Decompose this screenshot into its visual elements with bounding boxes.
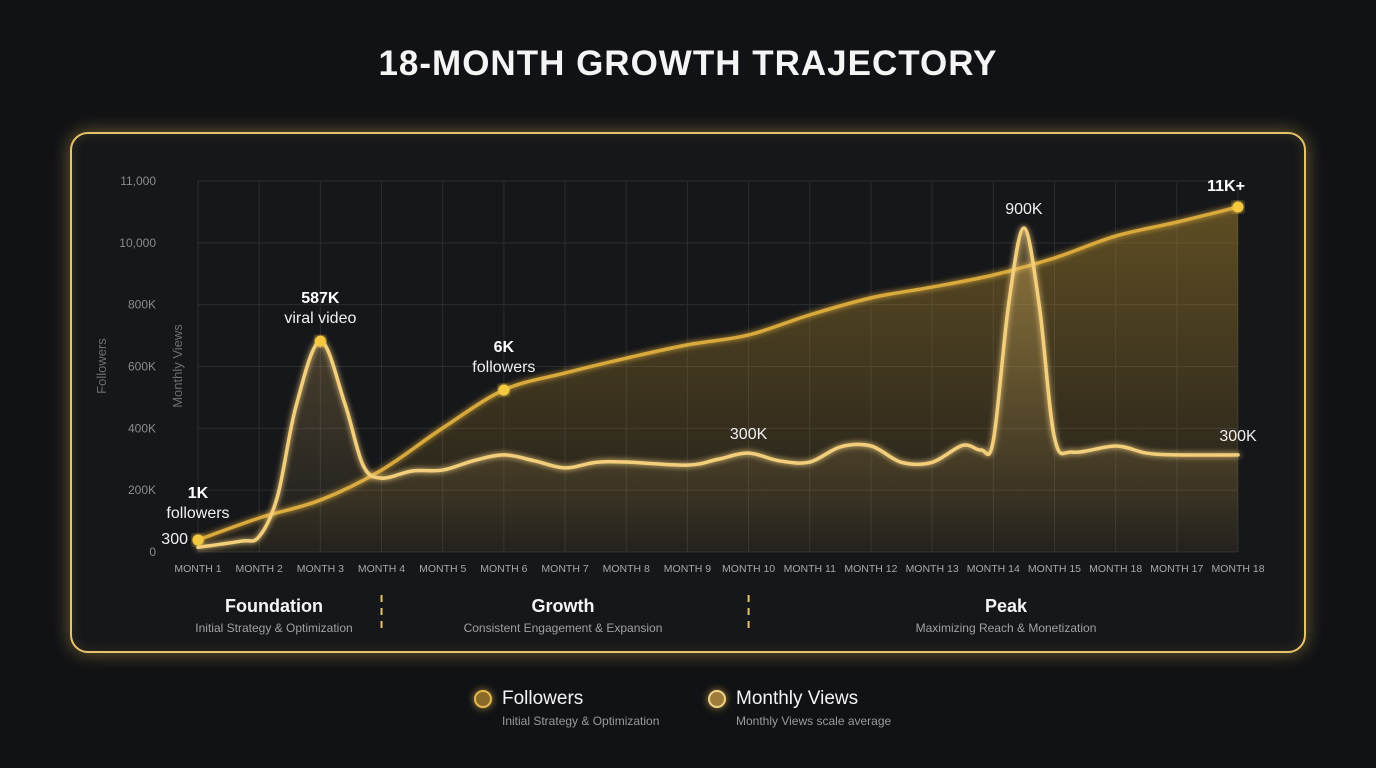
y-tick-label: 400K [128, 421, 156, 435]
annotation-label: 1K [188, 485, 209, 502]
y-axis-label-followers: Followers [94, 338, 109, 394]
x-tick-label: MONTH 4 [358, 563, 405, 575]
legend-name: Monthly Views [736, 688, 859, 709]
annotation-label: 300K [730, 426, 768, 443]
series [196, 205, 1240, 552]
x-tick-label: MONTH 18 [1089, 563, 1142, 575]
y-axis: 0 200K 400K 600K 800K 10,000 11,000 [119, 174, 156, 559]
legend-desc: Monthly Views scale average [736, 714, 892, 728]
x-tick-label: MONTH 18 [1211, 563, 1264, 575]
annotations: 1K followers 300 587K viral video 6K followers… [161, 178, 1257, 548]
annotation-label: 300 [161, 531, 188, 548]
phase-dividers [380, 181, 750, 630]
phase-name: Growth [531, 596, 595, 616]
phase-desc: Maximizing Reach & Monetization [915, 621, 1097, 635]
data-point-marker [314, 335, 326, 347]
data-point-marker [192, 534, 204, 546]
annotation-label: 587K [301, 290, 340, 307]
annotation-label: viral video [284, 310, 356, 327]
annotation-label: 6K [494, 339, 515, 356]
x-tick-label: MONTH 10 [722, 563, 775, 575]
annotation-label: 900K [1005, 201, 1043, 218]
x-tick-label: MONTH 12 [844, 563, 897, 575]
x-tick-label: MONTH 7 [541, 563, 588, 575]
phase-growth: Growth Consistent Engagement & Expansion [413, 596, 713, 635]
annotation-label: 11K+ [1207, 178, 1245, 195]
phase-desc: Initial Strategy & Optimization [195, 621, 353, 635]
y-tick-label: 600K [128, 360, 156, 374]
legend-desc: Initial Strategy & Optimization [502, 714, 660, 728]
x-tick-label: MONTH 14 [967, 563, 1020, 575]
x-tick-label: MONTH 8 [603, 563, 650, 575]
x-tick-label: MONTH 5 [419, 563, 466, 575]
followers-marker-icon [474, 690, 492, 708]
y-tick-label: 11,000 [120, 174, 156, 188]
legend-item-views: Monthly Views Monthly Views scale averag… [708, 688, 891, 728]
chart-title: 18-MONTH GROWTH TRAJECTORY [378, 44, 998, 83]
x-tick-label: MONTH 17 [1150, 563, 1203, 575]
x-tick-label: MONTH 9 [664, 563, 711, 575]
y-axis-label-views: Monthly Views [170, 324, 185, 408]
views-marker-icon [708, 690, 726, 708]
phase-peak: Peak Maximizing Reach & Monetization [856, 596, 1156, 635]
annotation-label: followers [472, 359, 535, 376]
data-point-marker [498, 384, 510, 396]
y-tick-label: 0 [149, 545, 156, 559]
phase-name: Foundation [225, 596, 323, 616]
data-point-marker [1232, 201, 1244, 213]
x-tick-label: MONTH 6 [480, 563, 527, 575]
x-axis: MONTH 1 MONTH 2 MONTH 3 MONTH 4 MONTH 5 MONTH… [174, 563, 1264, 575]
x-tick-label: MONTH 15 [1028, 563, 1081, 575]
annotation-label: followers [166, 505, 229, 522]
y-tick-label: 800K [128, 298, 156, 312]
x-tick-label: MONTH 2 [236, 563, 283, 575]
x-tick-label: MONTH 1 [174, 563, 221, 575]
phase-desc: Consistent Engagement & Expansion [463, 621, 663, 635]
annotation-label: 300K [1219, 428, 1257, 445]
y-tick-label: 10,000 [119, 236, 156, 250]
x-tick-label: MONTH 11 [784, 563, 836, 575]
phase-foundation: Foundation Initial Strategy & Optimizati… [124, 596, 424, 635]
legend-item-followers: Followers Initial Strategy & Optimizatio… [474, 688, 659, 728]
x-tick-label: MONTH 13 [906, 563, 959, 575]
x-tick-label: MONTH 3 [297, 563, 344, 575]
phase-name: Peak [984, 596, 1028, 616]
series-line-views [196, 226, 1240, 550]
series-area-views [198, 227, 1238, 552]
legend-name: Followers [502, 688, 584, 709]
y-tick-label: 200K [128, 483, 156, 497]
